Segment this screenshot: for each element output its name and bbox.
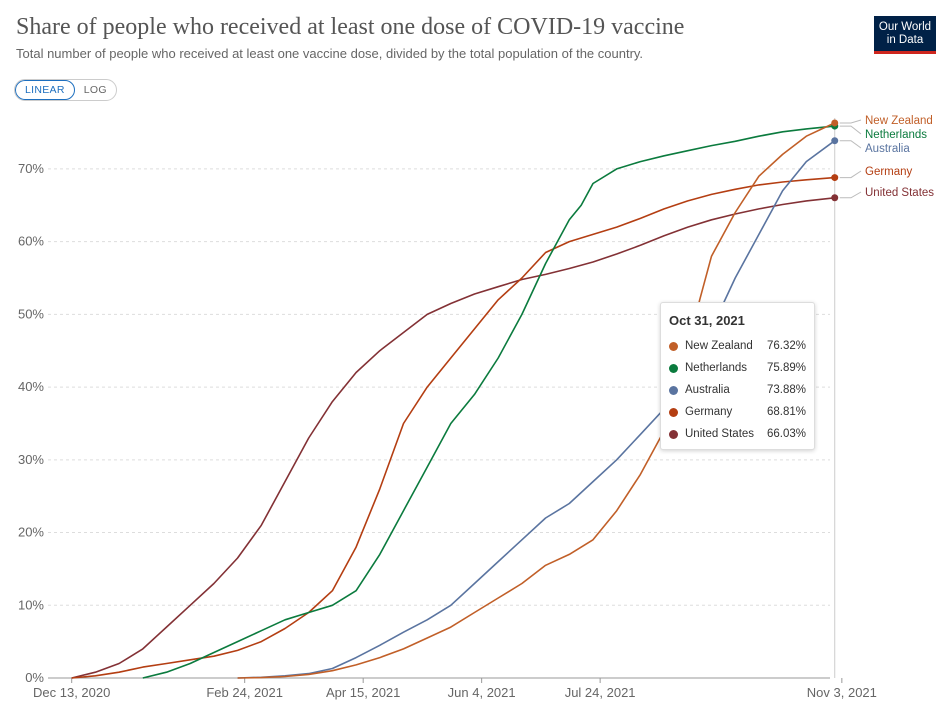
label-connector-united-states xyxy=(839,191,862,199)
series-label-netherlands[interactable]: Netherlands xyxy=(865,129,927,141)
tooltip-value: 76.32% xyxy=(766,340,806,352)
chart-title: Share of people who received at least on… xyxy=(16,14,685,40)
tooltip-value: 75.89% xyxy=(766,362,806,374)
series-lines xyxy=(71,122,836,679)
x-tick-label: Nov 3, 2021 xyxy=(807,685,877,700)
tooltip-date: Oct 31, 2021 xyxy=(669,313,745,328)
end-marker-new-zealand xyxy=(831,119,839,127)
y-tick-label: 10% xyxy=(18,597,44,612)
tooltip-row: Netherlands 75.89% xyxy=(669,357,806,379)
tooltip-color-dot xyxy=(669,363,678,373)
series-label-new-zealand[interactable]: New Zealand xyxy=(865,115,933,127)
label-connector-australia xyxy=(839,140,862,149)
y-tick-label: 70% xyxy=(18,161,44,176)
tooltip-series-name: United States xyxy=(685,428,755,440)
tooltip-row: New Zealand 76.32% xyxy=(669,335,806,357)
scale-toggle: LINEAR LOG xyxy=(14,79,117,101)
y-tick-label: 60% xyxy=(18,234,44,249)
x-tick-label: Dec 13, 2020 xyxy=(33,685,110,700)
x-axis: Dec 13, 2020 Feb 24, 2021 Apr 15, 2021 Jun … xyxy=(33,677,877,700)
series-line-united-states[interactable] xyxy=(71,197,835,679)
linear-scale-button[interactable]: LINEAR xyxy=(15,80,75,100)
tooltip-color-dot xyxy=(669,341,678,351)
x-tick-label: Jun 4, 2021 xyxy=(448,685,516,700)
y-tick-label: 40% xyxy=(18,379,44,394)
label-connector-new-zealand xyxy=(839,119,862,124)
log-scale-button[interactable]: LOG xyxy=(83,84,107,96)
label-connector-germany xyxy=(839,170,862,179)
series-line-new-zealand[interactable] xyxy=(237,122,836,679)
tooltip-row: Australia 73.88% xyxy=(669,379,806,401)
tooltip-value: 73.88% xyxy=(766,384,806,396)
tooltip-color-dot xyxy=(669,407,678,417)
owid-logo[interactable]: Our World in Data xyxy=(874,16,936,54)
y-tick-label: 30% xyxy=(18,452,44,467)
series-label-united-states[interactable]: United States xyxy=(865,187,934,199)
y-axis: 0% 10% 20% 30% 40% 50% 60% 70% xyxy=(18,161,44,685)
tooltip-series-name: New Zealand xyxy=(685,340,753,352)
tooltip-row: Germany 68.81% xyxy=(669,401,806,423)
tooltip-color-dot xyxy=(669,385,678,395)
series-labels: United States Germany Netherlands Australia… xyxy=(839,115,934,199)
end-marker-australia xyxy=(831,137,839,145)
series-line-netherlands[interactable] xyxy=(142,125,835,679)
y-tick-label: 0% xyxy=(25,670,44,685)
series-line-australia[interactable] xyxy=(237,140,836,679)
y-tick-label: 20% xyxy=(18,525,44,540)
tooltip-series-name: Australia xyxy=(685,384,730,396)
chart-subtitle: Total number of people who received at l… xyxy=(16,46,644,61)
gridlines xyxy=(48,168,830,606)
tooltip-color-dot xyxy=(669,429,678,439)
tooltip-value: 68.81% xyxy=(766,406,806,418)
logo-line-2: in Data xyxy=(886,34,924,46)
x-tick-label: Jul 24, 2021 xyxy=(565,685,636,700)
label-connector-netherlands xyxy=(839,125,862,135)
tooltip-series-name: Germany xyxy=(685,406,733,418)
y-tick-label: 50% xyxy=(18,306,44,321)
series-label-australia[interactable]: Australia xyxy=(865,143,910,155)
end-marker-united-states xyxy=(831,194,839,202)
series-end-markers xyxy=(831,119,839,202)
hover-tooltip: Oct 31, 2021 New Zealand 76.32% Netherland… xyxy=(660,302,815,450)
logo-line-1: Our World xyxy=(878,21,932,33)
x-tick-label: Feb 24, 2021 xyxy=(206,685,283,700)
x-tick-label: Apr 15, 2021 xyxy=(326,685,400,700)
tooltip-series-name: Netherlands xyxy=(685,362,748,374)
tooltip-value: 66.03% xyxy=(766,428,806,440)
end-marker-germany xyxy=(831,174,839,182)
series-label-germany[interactable]: Germany xyxy=(865,166,913,178)
tooltip-row: United States 66.03% xyxy=(669,423,806,445)
